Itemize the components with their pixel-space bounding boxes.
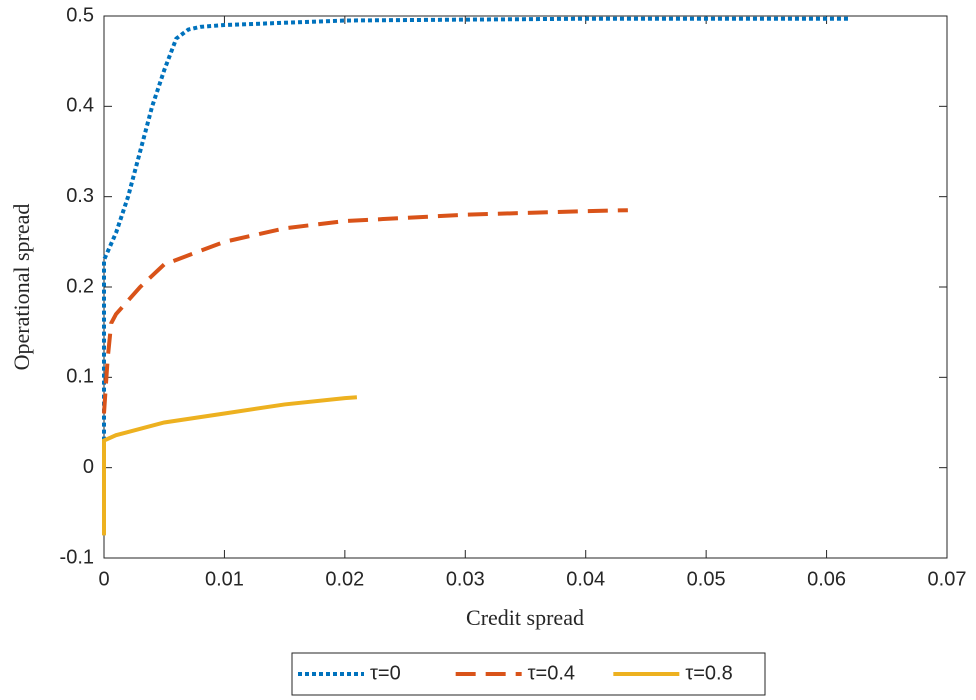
x-tick-label: 0.01	[205, 568, 244, 590]
y-tick-label: 0.2	[66, 275, 94, 297]
legend-box	[291, 652, 766, 696]
y-tick-label: 0.4	[66, 95, 94, 117]
legend-label: τ=0	[370, 662, 401, 684]
y-tick-label: 0.1	[66, 366, 94, 388]
x-tick-label: 0	[98, 568, 109, 590]
series-line	[102, 16, 851, 441]
y-tick-label: 0	[83, 456, 94, 478]
series-line	[102, 395, 358, 536]
plot-frame	[103, 15, 948, 559]
x-tick-label: 0.04	[566, 568, 605, 590]
x-tick-label: 0.06	[807, 568, 846, 590]
series-line	[102, 208, 628, 414]
legend-label: τ=0.4	[528, 662, 575, 684]
x-axis-label: Credit spread	[466, 605, 584, 630]
legend-label: τ=0.8	[685, 662, 732, 684]
y-tick-label: 0.3	[66, 185, 94, 207]
y-tick-label: -0.1	[60, 546, 94, 568]
y-axis-label: Operational spread	[9, 204, 34, 371]
x-tick-label: 0.05	[687, 568, 726, 590]
x-tick-label: 0.03	[446, 568, 485, 590]
x-tick-label: 0.07	[928, 568, 967, 590]
y-tick-label: 0.5	[66, 4, 94, 26]
x-tick-label: 0.02	[325, 568, 364, 590]
